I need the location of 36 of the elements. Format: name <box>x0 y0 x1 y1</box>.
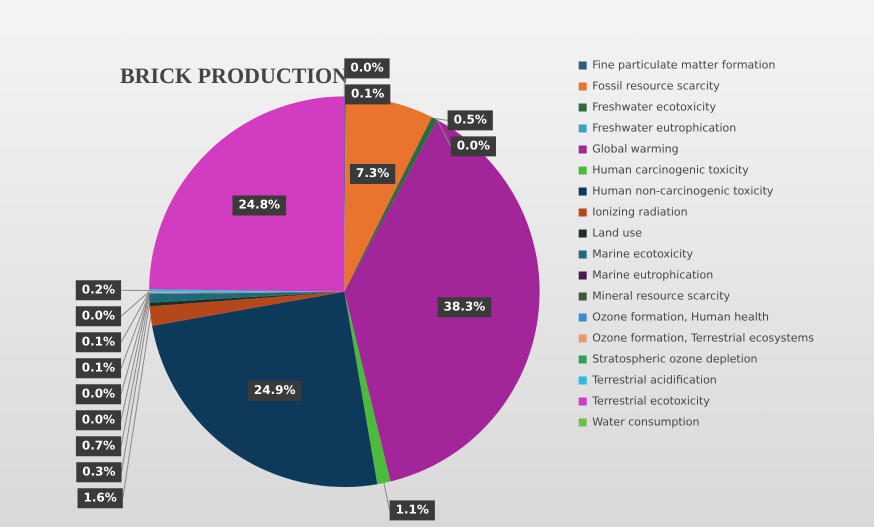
data-label: 0.7% <box>82 438 116 452</box>
data-label: 38.3% <box>444 299 486 314</box>
data-label: 1.6% <box>84 490 117 504</box>
legend-label: Marine eutrophication <box>592 268 714 282</box>
legend-label: Global warming <box>592 142 679 156</box>
text: 0.0% <box>82 308 116 322</box>
legend-label: Ozone formation, Terrestrial ecosystems <box>592 331 814 344</box>
legend-label: Fine particulate matter formation <box>592 58 776 72</box>
data-label: 0.1% <box>82 360 116 374</box>
data-label: 0.1% <box>82 334 116 348</box>
data-label: 0.2% <box>82 282 116 296</box>
data-label: 1.1% <box>396 502 429 516</box>
data-label: 24.8% <box>238 198 280 212</box>
legend-label: Mineral resource scarcity <box>592 289 731 302</box>
data-label: 24.9% <box>254 382 296 397</box>
legend-label: Fossil resource scarcity <box>592 79 720 92</box>
data-label: 0.5% <box>454 112 487 127</box>
legend-label: Ionizing radiation <box>592 205 688 218</box>
data-label: 0.3% <box>82 464 116 478</box>
legend-label: Stratospheric ozone depletion <box>592 352 758 366</box>
data-label: 7.3% <box>356 166 390 180</box>
legend-label: Freshwater eutrophication <box>592 121 736 134</box>
text: 0.0% <box>82 386 116 400</box>
text: 0.0% <box>350 60 384 75</box>
legend-label: Land use <box>592 226 642 240</box>
legend-label: Terrestrial acidification <box>591 373 717 386</box>
legend-label: Terrestrial ecotoxicity <box>591 394 710 408</box>
text: 0.0% <box>456 138 490 153</box>
legend-label: Human non-carcinogenic toxicity <box>592 184 774 198</box>
legend-label: Ozone formation, Human health <box>592 310 770 324</box>
legend-label: Freshwater ecotoxicity <box>592 100 717 114</box>
text: 0.0% <box>82 412 116 426</box>
legend-label: Marine ecotoxicity <box>592 247 694 260</box>
legend-label: Water consumption <box>592 415 700 428</box>
data-label: 0.1% <box>351 86 384 101</box>
legend-label: Human carcinogenic toxicity <box>592 163 750 176</box>
